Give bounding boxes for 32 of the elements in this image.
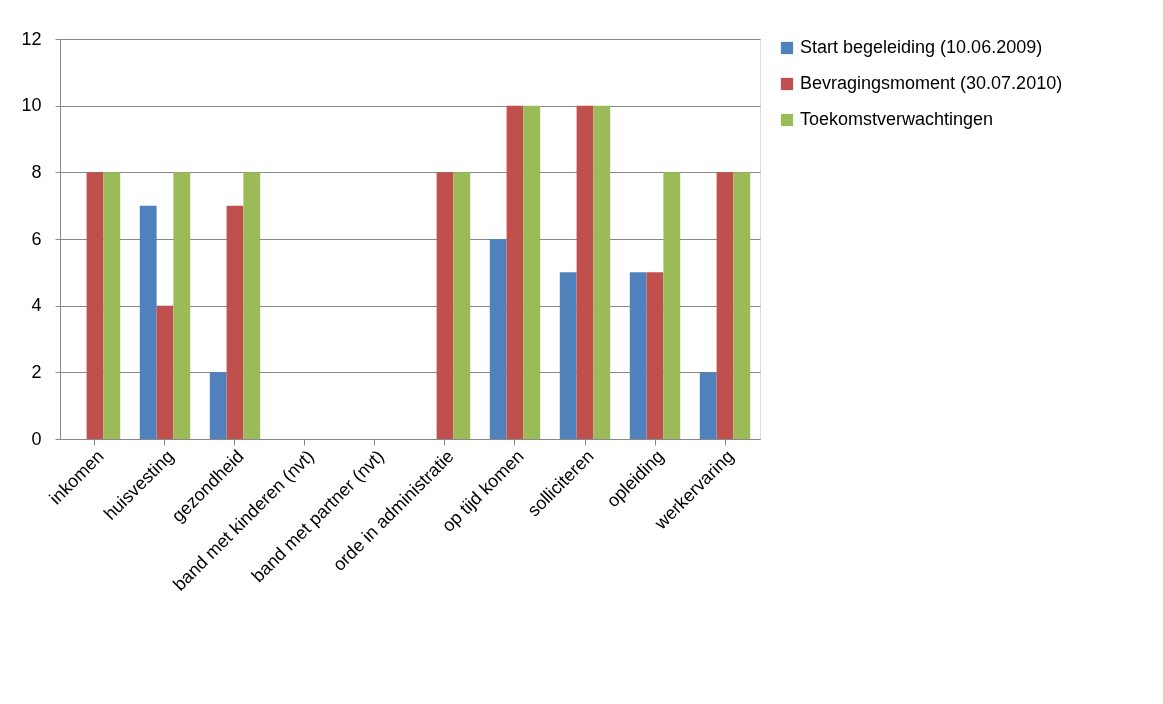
y-tick-label: 2 (31, 361, 42, 382)
bar (506, 105, 524, 439)
bar (103, 172, 121, 439)
bar (716, 172, 734, 439)
y-tick-label: 4 (31, 295, 42, 316)
bar (436, 172, 454, 439)
bar (226, 205, 244, 439)
y-tick-label: 6 (31, 228, 42, 249)
bar (559, 272, 577, 439)
legend-label: Bevragingsmoment (30.07.2010) (800, 73, 1063, 93)
bar (86, 172, 104, 439)
bar (646, 272, 664, 439)
bar (489, 239, 507, 439)
bar (733, 172, 751, 439)
y-tick-label: 8 (31, 161, 42, 182)
bar (523, 105, 541, 439)
legend-label: Toekomstverwachtingen (800, 109, 994, 129)
bar (629, 272, 647, 439)
y-tick-label: 12 (21, 28, 42, 49)
bar (453, 172, 471, 439)
y-tick-label: 10 (21, 95, 42, 116)
bar (173, 172, 191, 439)
bar (156, 305, 174, 439)
legend-label: Start begeleiding (10.06.2009) (800, 37, 1043, 57)
bar (243, 172, 261, 439)
bar (139, 205, 157, 439)
y-tick-label: 0 (31, 428, 42, 449)
bar (593, 105, 611, 439)
bar (663, 172, 681, 439)
bar (576, 105, 594, 439)
bar (699, 372, 717, 439)
bar (209, 372, 227, 439)
